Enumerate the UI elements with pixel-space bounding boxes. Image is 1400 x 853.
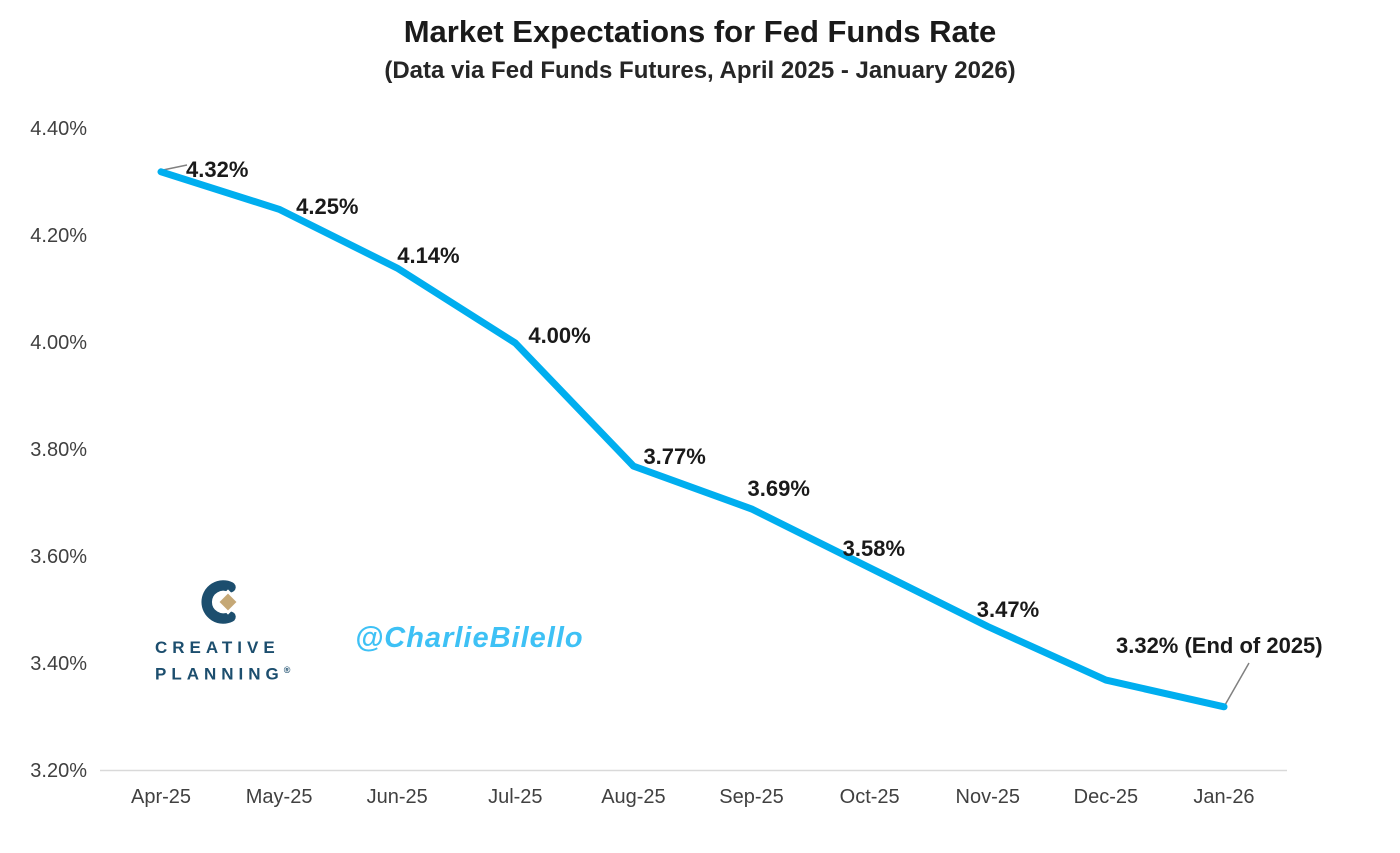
creative-planning-wordmark: CREATIVE PLANNING® [155,636,375,686]
y-tick-label: 4.40% [30,118,87,140]
data-point-label: 3.77% [643,444,706,470]
x-tick-label: Apr-25 [130,786,192,808]
leader-line-last [1224,662,1250,706]
leader-line-first [162,164,188,171]
x-tick-label: Oct-25 [839,786,900,808]
x-tick-label: Jun-25 [366,786,428,808]
x-tick-label: Jul-25 [488,786,543,808]
y-tick-label: 3.20% [30,760,87,782]
data-point-label: 4.32% [186,156,249,182]
x-tick-label: May-25 [245,786,313,808]
x-tick-label: Nov-25 [955,786,1020,808]
fed-funds-rate-line [157,168,1228,711]
data-point-label: 3.58% [842,535,906,561]
data-point-label: 3.32% (End of 2025) [1115,632,1323,658]
creative-planning-c-mark-icon [201,580,241,624]
x-tick-label: Jan-26 [1193,786,1255,808]
charliebilello-watermark: @CharlieBilello [355,622,584,654]
data-point-label: 3.69% [747,475,810,501]
logo-word-planning: PLANNING® [155,664,291,684]
x-tick-label: Sep-25 [719,786,784,808]
y-tick-label: 4.20% [30,225,87,247]
data-point-label: 4.25% [296,194,359,220]
y-tick-label: 3.40% [30,653,87,675]
logo-word-creative: CREATIVE [155,638,280,657]
data-point-label: 4.14% [397,243,460,269]
y-tick-label: 4.00% [30,332,87,354]
chart-title: Market Expectations for Fed Funds Rate [403,14,997,49]
y-tick-label: 3.60% [30,546,87,568]
chart-subtitle: (Data via Fed Funds Futures, April 2025 … [384,57,1016,84]
y-tick-label: 3.80% [30,439,87,461]
registered-mark: ® [283,665,291,675]
data-point-label: 4.00% [528,323,591,348]
x-tick-label: Aug-25 [601,786,666,808]
creative-planning-logo: CREATIVE PLANNING® [155,576,375,686]
x-tick-label: Dec-25 [1073,786,1139,808]
data-point-label: 3.47% [976,596,1040,622]
